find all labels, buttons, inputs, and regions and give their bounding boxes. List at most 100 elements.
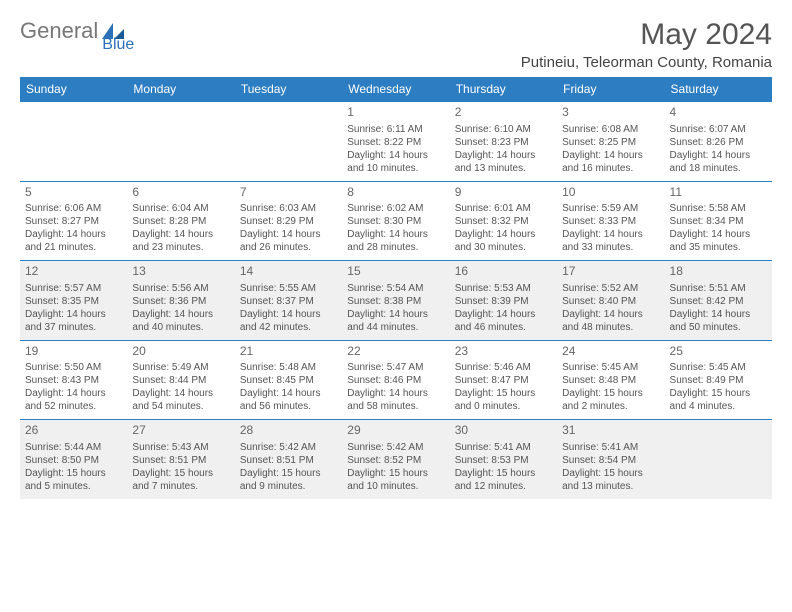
sunrise-text: Sunrise: 5:48 AM	[240, 361, 337, 374]
calendar-cell: 25Sunrise: 5:45 AMSunset: 8:49 PMDayligh…	[665, 340, 772, 420]
day-number: 3	[562, 105, 659, 121]
day-number: 25	[670, 344, 767, 360]
daylight-text: Daylight: 14 hours and 13 minutes.	[455, 149, 552, 175]
daylight-text: Daylight: 14 hours and 35 minutes.	[670, 228, 767, 254]
day-number: 15	[347, 264, 444, 280]
daylight-text: Daylight: 14 hours and 26 minutes.	[240, 228, 337, 254]
sunset-text: Sunset: 8:40 PM	[562, 295, 659, 308]
sunset-text: Sunset: 8:33 PM	[562, 215, 659, 228]
daylight-text: Daylight: 15 hours and 5 minutes.	[25, 467, 122, 493]
calendar-body: 1Sunrise: 6:11 AMSunset: 8:22 PMDaylight…	[20, 102, 772, 499]
dow-tue: Tuesday	[235, 77, 342, 102]
day-number: 7	[240, 185, 337, 201]
calendar-cell: 9Sunrise: 6:01 AMSunset: 8:32 PMDaylight…	[450, 181, 557, 261]
dow-header-row: Sunday Monday Tuesday Wednesday Thursday…	[20, 77, 772, 102]
sunrise-text: Sunrise: 5:57 AM	[25, 282, 122, 295]
day-number: 18	[670, 264, 767, 280]
sunrise-text: Sunrise: 5:46 AM	[455, 361, 552, 374]
day-number: 5	[25, 185, 122, 201]
calendar-cell	[20, 102, 127, 182]
day-number: 22	[347, 344, 444, 360]
sunset-text: Sunset: 8:22 PM	[347, 136, 444, 149]
calendar-cell: 4Sunrise: 6:07 AMSunset: 8:26 PMDaylight…	[665, 102, 772, 182]
daylight-text: Daylight: 15 hours and 9 minutes.	[240, 467, 337, 493]
sunset-text: Sunset: 8:27 PM	[25, 215, 122, 228]
calendar-cell: 22Sunrise: 5:47 AMSunset: 8:46 PMDayligh…	[342, 340, 449, 420]
daylight-text: Daylight: 14 hours and 48 minutes.	[562, 308, 659, 334]
day-number: 12	[25, 264, 122, 280]
sunrise-text: Sunrise: 5:42 AM	[347, 441, 444, 454]
calendar-table: Sunday Monday Tuesday Wednesday Thursday…	[20, 77, 772, 499]
day-number: 21	[240, 344, 337, 360]
calendar-row: 26Sunrise: 5:44 AMSunset: 8:50 PMDayligh…	[20, 420, 772, 499]
calendar-cell: 10Sunrise: 5:59 AMSunset: 8:33 PMDayligh…	[557, 181, 664, 261]
dow-sun: Sunday	[20, 77, 127, 102]
day-number: 27	[132, 423, 229, 439]
sunset-text: Sunset: 8:44 PM	[132, 374, 229, 387]
calendar-cell: 31Sunrise: 5:41 AMSunset: 8:54 PMDayligh…	[557, 420, 664, 499]
calendar-cell: 30Sunrise: 5:41 AMSunset: 8:53 PMDayligh…	[450, 420, 557, 499]
logo-text-blue: Blue	[102, 36, 134, 54]
daylight-text: Daylight: 15 hours and 2 minutes.	[562, 387, 659, 413]
sunrise-text: Sunrise: 5:47 AM	[347, 361, 444, 374]
daylight-text: Daylight: 14 hours and 16 minutes.	[562, 149, 659, 175]
daylight-text: Daylight: 15 hours and 0 minutes.	[455, 387, 552, 413]
sunset-text: Sunset: 8:36 PM	[132, 295, 229, 308]
day-number: 23	[455, 344, 552, 360]
sunrise-text: Sunrise: 5:42 AM	[240, 441, 337, 454]
logo-text-general: General	[20, 18, 98, 44]
sunrise-text: Sunrise: 5:55 AM	[240, 282, 337, 295]
calendar-cell: 16Sunrise: 5:53 AMSunset: 8:39 PMDayligh…	[450, 261, 557, 341]
calendar-row: 12 Sunrise: 5:57 AMSunset: 8:35 PM Dayligh…	[20, 261, 772, 341]
sunset-text: Sunset: 8:23 PM	[455, 136, 552, 149]
calendar-cell	[235, 102, 342, 182]
calendar-cell: 14Sunrise: 5:55 AMSunset: 8:37 PMDayligh…	[235, 261, 342, 341]
sunset-text: Sunset: 8:42 PM	[670, 295, 767, 308]
sunset-text: Sunset: 8:38 PM	[347, 295, 444, 308]
daylight-text: Daylight: 15 hours and 7 minutes.	[132, 467, 229, 493]
calendar-cell: 11Sunrise: 5:58 AMSunset: 8:34 PMDayligh…	[665, 181, 772, 261]
calendar-cell	[665, 420, 772, 499]
sunset-text: Sunset: 8:28 PM	[132, 215, 229, 228]
daylight-text: Daylight: 14 hours and 40 minutes.	[132, 308, 229, 334]
sunrise-text: Sunrise: 6:02 AM	[347, 202, 444, 215]
daylight-text: Daylight: 14 hours and 21 minutes.	[25, 228, 122, 254]
calendar-cell: 19Sunrise: 5:50 AMSunset: 8:43 PMDayligh…	[20, 340, 127, 420]
calendar-cell: 17Sunrise: 5:52 AMSunset: 8:40 PMDayligh…	[557, 261, 664, 341]
calendar-cell: 7Sunrise: 6:03 AMSunset: 8:29 PMDaylight…	[235, 181, 342, 261]
sunrise-text: Sunrise: 6:06 AM	[25, 202, 122, 215]
daylight-text: Daylight: 14 hours and 44 minutes.	[347, 308, 444, 334]
calendar-cell: 18Sunrise: 5:51 AMSunset: 8:42 PMDayligh…	[665, 261, 772, 341]
sunset-text: Sunset: 8:53 PM	[455, 454, 552, 467]
calendar-cell: 23Sunrise: 5:46 AMSunset: 8:47 PMDayligh…	[450, 340, 557, 420]
day-number: 10	[562, 185, 659, 201]
location: Putineiu, Teleorman County, Romania	[521, 54, 772, 71]
sunrise-text: Sunrise: 6:10 AM	[455, 123, 552, 136]
sunset-text: Sunset: 8:51 PM	[240, 454, 337, 467]
sunset-text: Sunset: 8:34 PM	[670, 215, 767, 228]
sunset-text: Sunset: 8:30 PM	[347, 215, 444, 228]
day-number: 28	[240, 423, 337, 439]
sunrise-text: Sunrise: 5:59 AM	[562, 202, 659, 215]
sunset-text: Sunset: 8:26 PM	[670, 136, 767, 149]
sunrise-text: Sunrise: 5:44 AM	[25, 441, 122, 454]
dow-thu: Thursday	[450, 77, 557, 102]
daylight-text: Daylight: 14 hours and 56 minutes.	[240, 387, 337, 413]
month-title: May 2024	[521, 18, 772, 52]
dow-mon: Monday	[127, 77, 234, 102]
calendar-cell: 5Sunrise: 6:06 AMSunset: 8:27 PMDaylight…	[20, 181, 127, 261]
sunrise-text: Sunrise: 5:49 AM	[132, 361, 229, 374]
sunrise-text: Sunrise: 5:58 AM	[670, 202, 767, 215]
calendar-row: 19Sunrise: 5:50 AMSunset: 8:43 PMDayligh…	[20, 340, 772, 420]
daylight-text: Daylight: 14 hours and 23 minutes.	[132, 228, 229, 254]
daylight-text: Daylight: 15 hours and 4 minutes.	[670, 387, 767, 413]
calendar-cell: 27Sunrise: 5:43 AMSunset: 8:51 PMDayligh…	[127, 420, 234, 499]
sunset-text: Sunset: 8:35 PM	[25, 295, 122, 308]
day-number: 2	[455, 105, 552, 121]
sunrise-text: Sunrise: 6:07 AM	[670, 123, 767, 136]
calendar-cell	[127, 102, 234, 182]
calendar-cell: 26Sunrise: 5:44 AMSunset: 8:50 PMDayligh…	[20, 420, 127, 499]
sunset-text: Sunset: 8:39 PM	[455, 295, 552, 308]
calendar-cell: 28 Sunrise: 5:42 AMSunset: 8:51 PMDayligh…	[235, 420, 342, 499]
day-number: 8	[347, 185, 444, 201]
